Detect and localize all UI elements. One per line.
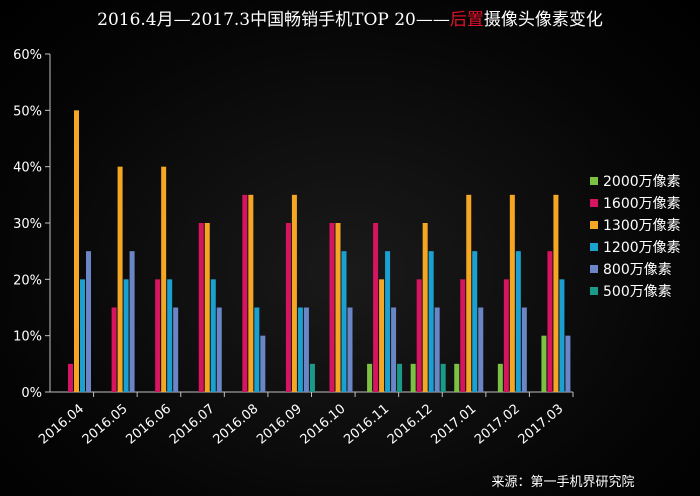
legend-label: 1600万像素 — [603, 196, 681, 212]
bar — [297, 307, 303, 392]
legend-label: 800万像素 — [603, 262, 672, 278]
x-tick-label: 2016.05 — [80, 402, 131, 448]
bar — [497, 363, 503, 392]
bar — [509, 194, 515, 392]
bar — [155, 279, 161, 392]
bar — [167, 279, 173, 392]
bar — [553, 194, 559, 392]
axes — [45, 53, 574, 397]
bar — [460, 279, 466, 392]
bar — [248, 194, 254, 392]
bar — [198, 223, 204, 392]
bar — [454, 363, 460, 392]
x-tick-labels: 2016.042016.052016.062016.072016.082016.… — [36, 402, 566, 448]
bar — [242, 194, 248, 392]
bar — [161, 166, 167, 392]
x-tick-label: 2016.10 — [298, 402, 349, 448]
bar — [385, 251, 391, 392]
bar — [123, 279, 129, 392]
bar — [565, 335, 571, 392]
bar — [216, 307, 222, 392]
source-note: 来源：第一手机界研究院 — [491, 475, 634, 490]
bar — [74, 110, 79, 392]
bar — [541, 335, 547, 392]
bar — [391, 307, 397, 392]
x-tick-label: 2017.01 — [428, 402, 479, 448]
legend-swatch — [590, 177, 598, 185]
bar — [86, 251, 91, 392]
y-tick-label: 10% — [13, 330, 42, 345]
bar — [80, 279, 85, 392]
bar — [547, 251, 553, 392]
bar — [204, 223, 210, 392]
legend-label: 500万像素 — [603, 284, 672, 300]
bar — [515, 251, 521, 392]
bar — [440, 363, 446, 392]
y-tick-label: 20% — [13, 273, 42, 288]
bar — [129, 251, 135, 392]
legend-label: 1300万像素 — [603, 218, 681, 234]
bar — [285, 223, 291, 392]
y-tick-label: 0% — [21, 386, 42, 401]
x-tick-label: 2017.03 — [516, 402, 567, 448]
bar — [260, 335, 266, 392]
x-tick-label: 2016.12 — [385, 402, 436, 448]
bar — [347, 307, 353, 392]
y-tick-label: 60% — [13, 48, 42, 63]
legend: 2000万像素 1600万像素 1300万像素 1200万像素 800万像素 500万像素 — [590, 174, 681, 300]
bar — [367, 363, 373, 392]
x-tick-label: 2016.08 — [211, 402, 262, 448]
x-tick-label: 2016.06 — [123, 402, 174, 448]
bar — [503, 279, 509, 392]
bar — [117, 166, 123, 392]
legend-label: 2000万像素 — [603, 174, 681, 190]
bar — [111, 307, 117, 392]
bar — [303, 307, 309, 392]
bar — [254, 307, 260, 392]
y-tick-labels: 0% 10% 20% 30% 40% 50% 60% — [13, 48, 42, 401]
y-tick-label: 50% — [13, 104, 42, 119]
title-highlight: 后置 — [450, 10, 484, 30]
x-tick-label: 2016.09 — [254, 402, 305, 448]
bar — [416, 279, 422, 392]
bar — [335, 223, 341, 392]
legend-swatch — [590, 287, 598, 295]
chart-title: 2016.4月—2017.3中国畅销手机TOP 20——后置摄像头像素变化 — [97, 10, 603, 30]
bar — [309, 363, 315, 392]
bar — [291, 194, 297, 392]
legend-swatch — [590, 199, 598, 207]
bar — [478, 307, 484, 392]
title-suffix: 摄像头像素变化 — [484, 10, 603, 30]
x-tick-label: 2016.11 — [341, 402, 392, 448]
x-tick-label: 2016.07 — [167, 402, 218, 448]
bar — [210, 279, 216, 392]
bar — [68, 363, 73, 392]
bars — [68, 110, 571, 392]
bar — [341, 251, 347, 392]
x-tick-label: 2016.04 — [36, 402, 87, 448]
bar — [373, 223, 379, 392]
bar — [472, 251, 478, 392]
bar — [559, 279, 565, 392]
legend-swatch — [590, 265, 598, 273]
legend-swatch — [590, 221, 598, 229]
y-tick-label: 40% — [13, 161, 42, 176]
bar — [422, 223, 428, 392]
legend-label: 1200万像素 — [603, 240, 681, 256]
legend-swatch — [590, 243, 598, 251]
bar — [434, 307, 440, 392]
bar — [521, 307, 527, 392]
bar — [379, 279, 385, 392]
y-tick-label: 30% — [13, 217, 42, 232]
title-prefix: 2016.4月—2017.3中国畅销手机TOP 20—— — [97, 10, 450, 30]
bar — [410, 363, 416, 392]
bar — [329, 223, 335, 392]
bar — [173, 307, 179, 392]
bar — [466, 194, 472, 392]
x-tick-label: 2017.02 — [472, 402, 523, 448]
bar — [397, 363, 403, 392]
bar — [428, 251, 434, 392]
